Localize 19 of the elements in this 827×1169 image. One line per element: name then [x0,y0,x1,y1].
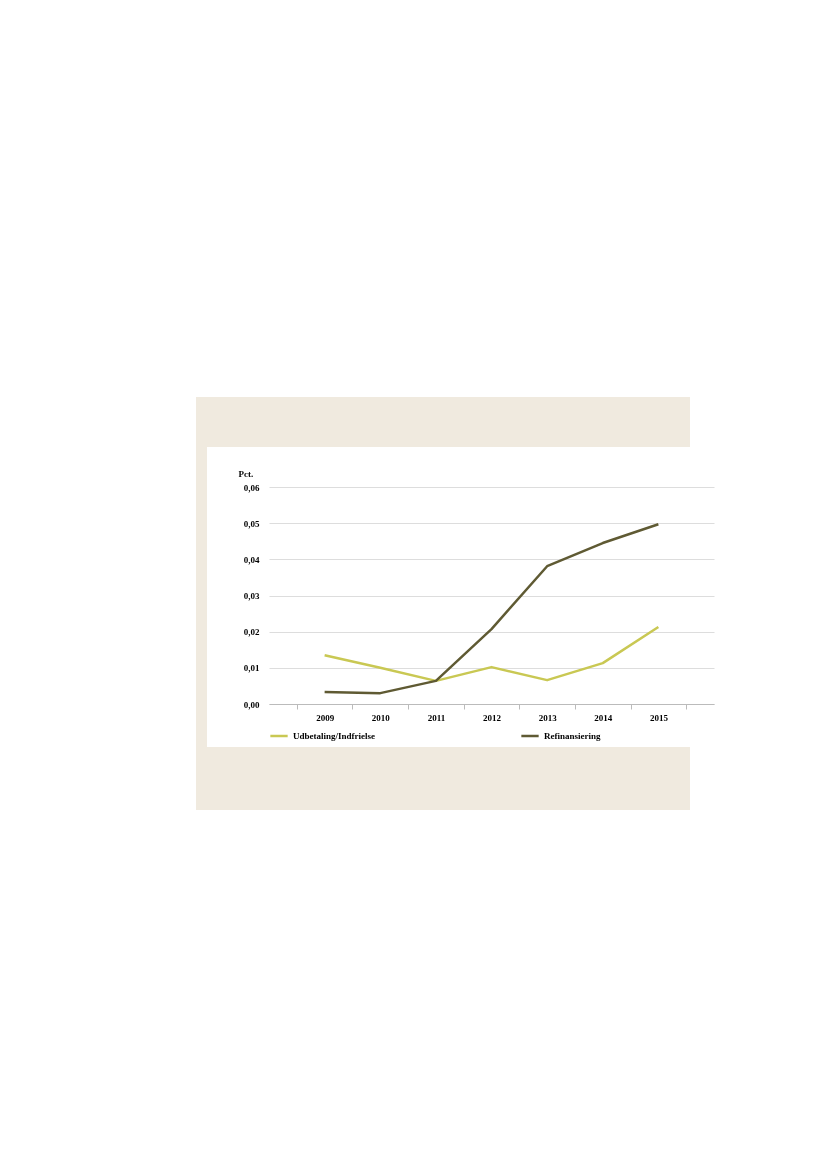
x-tick-label: 2009 [316,712,335,723]
y-tick-label: 0,03 [243,591,260,601]
y-tick-label: 0,00 [243,699,260,710]
line-series [323,625,660,683]
y-axis-title: Pct. [238,468,254,479]
line-series [323,523,660,695]
legend-label: Udbetaling/Indfrielse [293,731,376,741]
x-tick-label: 2014 [594,712,613,723]
y-tick-label: 0,01 [243,663,260,674]
y-tick-label: 0,04 [243,554,260,565]
y-tick-label: 0,02 [243,627,260,638]
y-tick-label: 0,05 [243,518,260,529]
x-tick-label: 2013 [538,712,558,723]
x-tick-label: 2015 [649,712,669,723]
y-tick-label: 0,06 [243,482,260,493]
x-tick-label: 2011 [427,712,446,723]
x-tick-label: 2010 [371,712,391,723]
legend-label: Refinansiering [544,731,601,741]
x-tick-label: 2012 [483,712,502,723]
